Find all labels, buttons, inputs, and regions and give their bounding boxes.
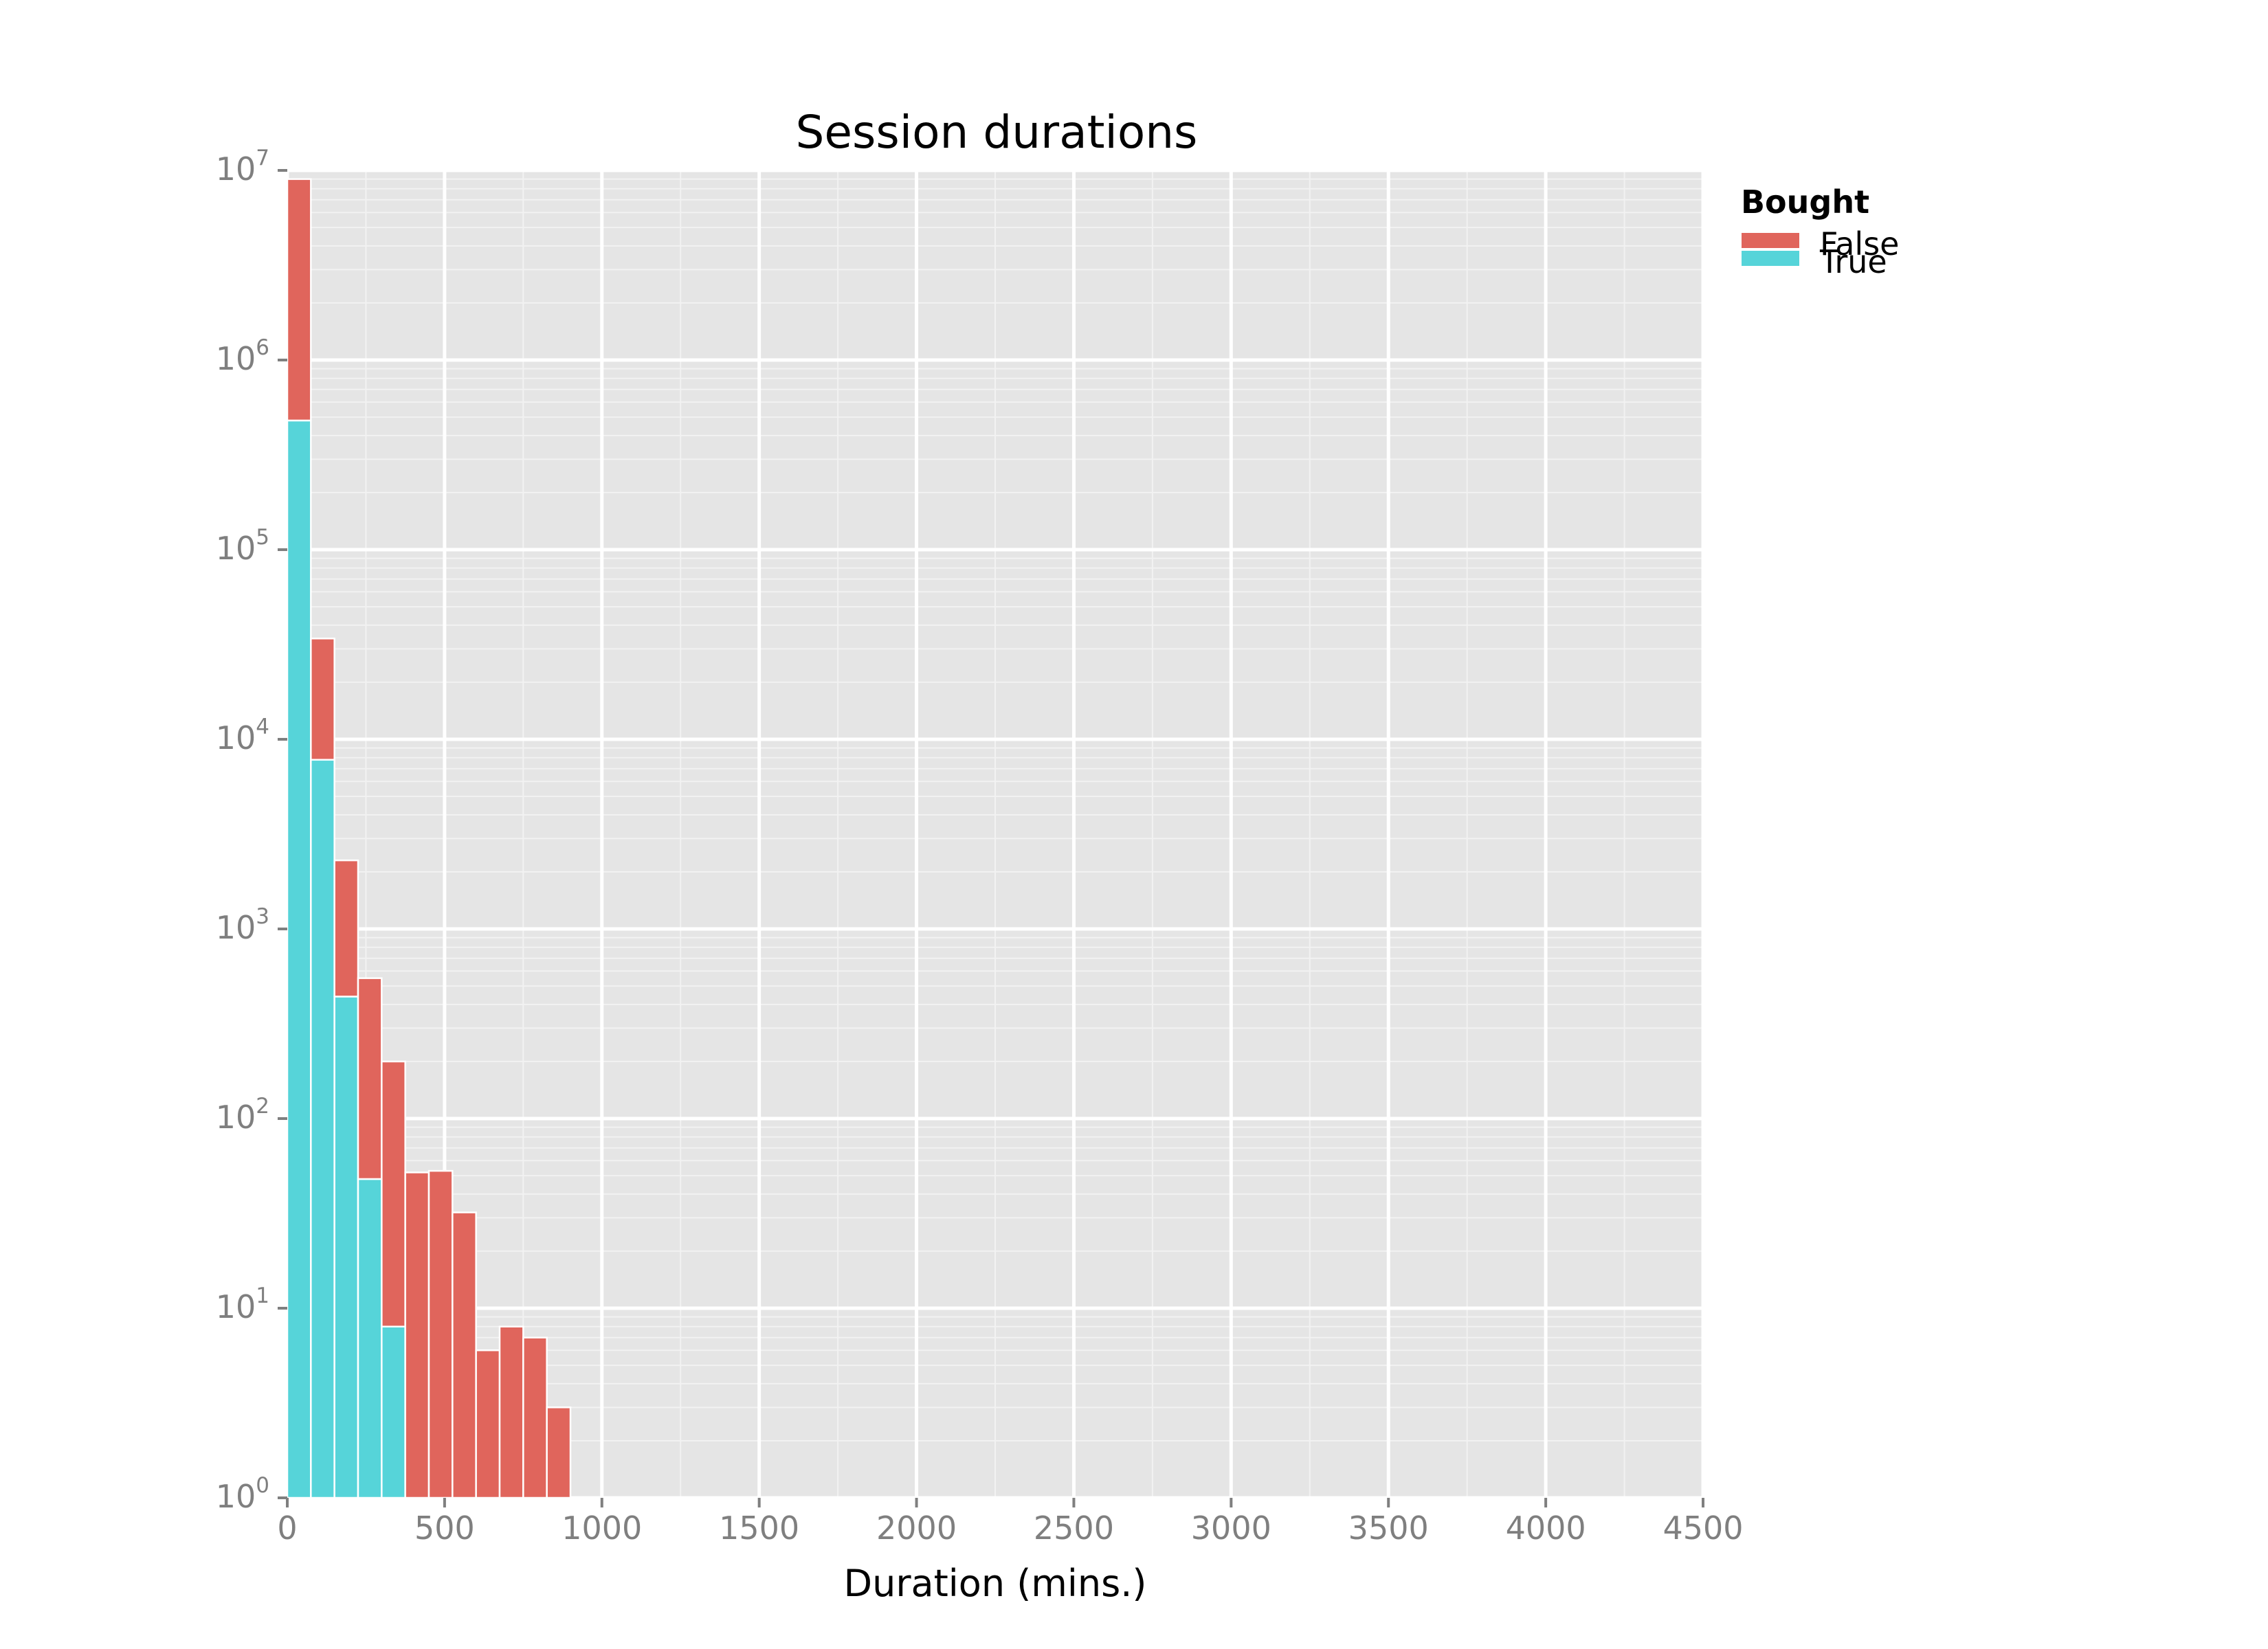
x-tick-label: 500 (414, 1510, 475, 1547)
legend-key-true (1740, 249, 1801, 267)
chart-title: Session durations (796, 106, 1198, 159)
bar-false (381, 1060, 406, 1327)
y-tick-exponent: 1 (256, 1283, 269, 1308)
bars (286, 178, 572, 1499)
bar-true (381, 1325, 406, 1499)
y-tick-label: 106 (216, 335, 269, 377)
x-tick-label: 2500 (1034, 1510, 1114, 1547)
bar-false (404, 1171, 430, 1499)
bar-true (310, 759, 335, 1499)
y-tick-exponent: 6 (256, 335, 269, 360)
y-tick-label: 100 (216, 1473, 269, 1515)
y-tick-base: 10 (216, 530, 256, 567)
legend-label-true: True (1819, 243, 1887, 280)
grid (285, 168, 1705, 1500)
y-tick-base: 10 (216, 909, 256, 946)
y-tick-base: 10 (216, 340, 256, 377)
y-tick-exponent: 4 (256, 715, 269, 739)
legend-key-false (1740, 232, 1801, 249)
x-tick-label: 2000 (876, 1510, 957, 1547)
x-tick-label: 3000 (1191, 1510, 1271, 1547)
x-axis-label: Duration (mins.) (844, 1562, 1147, 1605)
y-tick-exponent: 5 (256, 525, 269, 550)
bar-false (546, 1406, 572, 1499)
y-tick-label: 101 (216, 1283, 269, 1325)
y-tick-base: 10 (216, 1099, 256, 1136)
bar-false (498, 1325, 524, 1499)
y-tick-label: 103 (216, 904, 269, 946)
y-tick-base: 10 (216, 1288, 256, 1325)
y-tick-label: 107 (216, 146, 269, 188)
bar-false (522, 1336, 548, 1499)
legend-title: Bought (1741, 183, 1869, 221)
x-tick-label: 4500 (1663, 1510, 1743, 1547)
y-tick-base: 10 (216, 150, 256, 188)
bar-true (286, 419, 312, 1499)
y-tick-exponent: 3 (256, 904, 269, 929)
bar-false (427, 1169, 454, 1499)
y-tick-base: 10 (216, 1478, 256, 1515)
y-tick-exponent: 2 (256, 1094, 269, 1119)
y-tick-label: 102 (216, 1094, 269, 1136)
bar-true (333, 996, 359, 1499)
legend-label-false: False (1820, 225, 1899, 262)
bar-false (333, 859, 359, 998)
bar-false (452, 1211, 477, 1499)
y-tick-label: 104 (216, 715, 269, 756)
axes: 0 500 1000 1500 2000 2500 3000 3500 4000 45001001… (216, 146, 1744, 1547)
y-tick-exponent: 0 (256, 1473, 269, 1498)
x-tick-label: 1500 (719, 1510, 799, 1547)
bar-true (357, 1178, 383, 1499)
bar-false (357, 977, 383, 1180)
y-tick-exponent: 7 (256, 146, 269, 170)
x-tick-label: 3500 (1348, 1510, 1429, 1547)
y-tick-label: 105 (216, 525, 269, 567)
bar-false (475, 1349, 501, 1499)
x-tick-label: 4000 (1506, 1510, 1586, 1547)
x-tick-label: 0 (277, 1510, 297, 1547)
y-tick-base: 10 (216, 719, 256, 756)
bar-false (310, 638, 335, 761)
bar-false (286, 178, 312, 422)
x-tick-label: 1000 (562, 1510, 642, 1547)
